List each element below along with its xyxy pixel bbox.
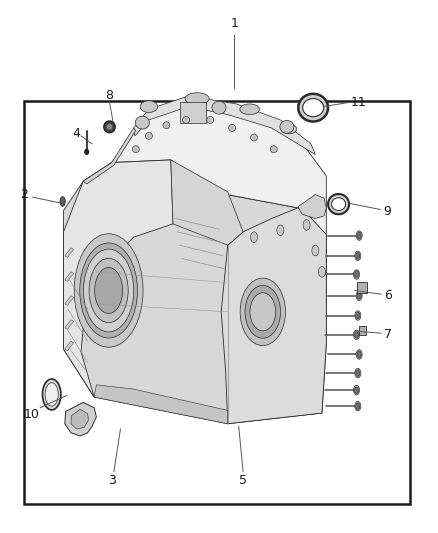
Ellipse shape xyxy=(353,330,360,340)
Ellipse shape xyxy=(251,232,258,243)
Ellipse shape xyxy=(95,268,123,313)
Ellipse shape xyxy=(89,259,128,322)
Polygon shape xyxy=(94,385,228,424)
Polygon shape xyxy=(71,409,88,429)
Ellipse shape xyxy=(355,368,361,378)
Ellipse shape xyxy=(356,403,360,409)
Ellipse shape xyxy=(353,270,360,279)
Ellipse shape xyxy=(229,125,236,132)
Ellipse shape xyxy=(357,293,361,299)
Ellipse shape xyxy=(45,383,58,406)
Polygon shape xyxy=(83,128,136,184)
Ellipse shape xyxy=(42,379,61,410)
Polygon shape xyxy=(65,402,96,436)
Ellipse shape xyxy=(356,350,362,359)
Ellipse shape xyxy=(240,278,286,345)
Ellipse shape xyxy=(280,120,294,133)
Ellipse shape xyxy=(270,146,277,152)
Ellipse shape xyxy=(354,271,358,278)
Bar xyxy=(357,282,367,293)
Ellipse shape xyxy=(357,232,361,239)
Polygon shape xyxy=(65,272,74,281)
Ellipse shape xyxy=(356,253,360,259)
Bar xyxy=(24,101,410,504)
Ellipse shape xyxy=(356,231,362,240)
Ellipse shape xyxy=(356,370,360,376)
Ellipse shape xyxy=(74,234,143,347)
Ellipse shape xyxy=(312,245,319,256)
Text: 4: 4 xyxy=(73,127,81,140)
Polygon shape xyxy=(134,96,315,155)
Ellipse shape xyxy=(207,117,214,124)
Polygon shape xyxy=(65,248,74,257)
Ellipse shape xyxy=(185,93,209,104)
Ellipse shape xyxy=(353,385,360,395)
Ellipse shape xyxy=(135,116,149,129)
Ellipse shape xyxy=(85,149,89,155)
Ellipse shape xyxy=(145,133,152,140)
Ellipse shape xyxy=(356,291,362,301)
Ellipse shape xyxy=(303,220,310,230)
Polygon shape xyxy=(112,99,326,235)
Text: 8: 8 xyxy=(106,90,113,102)
Ellipse shape xyxy=(212,101,226,114)
Ellipse shape xyxy=(163,122,170,128)
Ellipse shape xyxy=(60,197,65,206)
Text: 6: 6 xyxy=(384,289,392,302)
Ellipse shape xyxy=(104,121,115,133)
Polygon shape xyxy=(65,296,74,305)
Ellipse shape xyxy=(355,311,361,320)
Ellipse shape xyxy=(140,101,158,112)
Ellipse shape xyxy=(318,266,325,277)
Ellipse shape xyxy=(250,293,276,331)
Text: 5: 5 xyxy=(239,474,247,487)
Polygon shape xyxy=(65,320,74,329)
Ellipse shape xyxy=(356,312,360,319)
Text: 3: 3 xyxy=(108,474,116,487)
Text: 10: 10 xyxy=(24,408,39,421)
Ellipse shape xyxy=(354,387,358,393)
Ellipse shape xyxy=(281,124,297,134)
Polygon shape xyxy=(64,160,326,424)
Polygon shape xyxy=(64,160,173,397)
Bar xyxy=(359,326,366,335)
Polygon shape xyxy=(221,208,326,424)
Ellipse shape xyxy=(277,225,284,236)
Ellipse shape xyxy=(84,249,134,332)
Text: 11: 11 xyxy=(350,96,366,109)
Ellipse shape xyxy=(328,194,349,214)
Polygon shape xyxy=(298,195,326,219)
Ellipse shape xyxy=(106,124,113,130)
Ellipse shape xyxy=(80,243,138,338)
Ellipse shape xyxy=(240,104,259,115)
Ellipse shape xyxy=(303,99,324,117)
Ellipse shape xyxy=(298,94,328,122)
Ellipse shape xyxy=(355,401,361,411)
Ellipse shape xyxy=(354,332,358,338)
Text: 7: 7 xyxy=(384,328,392,341)
Ellipse shape xyxy=(332,198,346,211)
Bar xyxy=(180,102,206,123)
Ellipse shape xyxy=(132,146,139,152)
Ellipse shape xyxy=(245,286,280,338)
Ellipse shape xyxy=(357,351,361,358)
Text: 2: 2 xyxy=(20,188,28,201)
Text: 1: 1 xyxy=(230,18,238,30)
Text: 9: 9 xyxy=(384,205,392,217)
Polygon shape xyxy=(65,341,74,351)
Ellipse shape xyxy=(251,134,258,141)
Ellipse shape xyxy=(183,117,190,124)
Ellipse shape xyxy=(355,251,361,261)
Polygon shape xyxy=(171,160,243,245)
